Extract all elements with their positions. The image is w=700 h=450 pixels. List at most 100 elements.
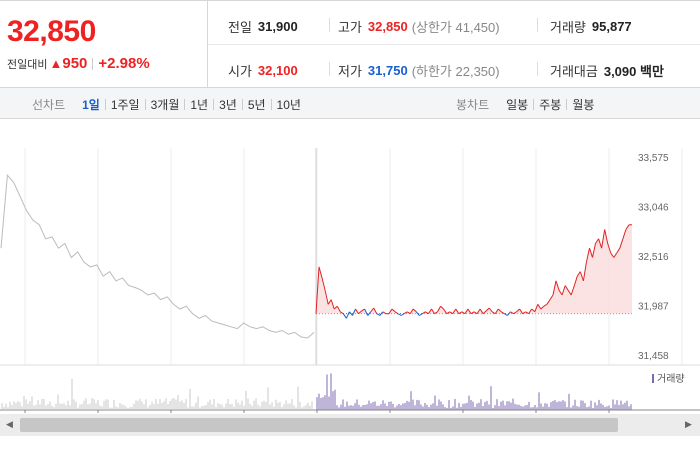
candle-separator [566,99,568,110]
y-axis-ticks: 33,575 33,046 32,516 31,987 31,458 [638,153,669,362]
today-line-segment [595,238,600,244]
period-5y[interactable]: 5년 [247,98,266,112]
today-line-segment [607,243,612,254]
stat-separator [329,18,330,32]
stock-summary: 32,850 전일대비 ▲ 950 +2.98% 전일 31,900 고가 32… [0,0,700,88]
up-triangle-icon: ▲ [49,56,63,71]
scroll-right-icon[interactable]: ▶ [685,419,692,429]
open-value: 32,100 [257,63,298,78]
today-line-segment [427,308,432,314]
today-line-segment [434,311,438,315]
period-separator [144,99,146,110]
stat-separator [537,62,538,76]
period-3y[interactable]: 3년 [219,98,237,112]
candle-weekly[interactable]: 주봉 [539,98,562,112]
today-line-segment [409,308,414,314]
today-line-segment [349,311,353,316]
today-line-segment [461,311,466,315]
today-line-segment [525,311,529,315]
today-series [315,224,632,319]
today-line-segment [345,311,350,319]
period-separator [270,99,272,110]
period-3m[interactable]: 3개월 [150,98,180,112]
today-line-segment [321,277,326,291]
today-line-segment [555,280,560,291]
today-line-segment [391,308,396,313]
today-line-segment [470,311,475,315]
today-line-segment [561,285,566,296]
today-line-segment [485,307,490,312]
chart-scrollbar[interactable]: ◀ ▶ [0,414,700,436]
today-line-segment [327,299,332,305]
today-line-segment [537,304,542,310]
scroll-thumb[interactable] [20,418,618,432]
candle-daily[interactable]: 일봉 [506,98,529,112]
open-price: 시가 32,100 [228,61,298,80]
today-line-segment [330,299,335,310]
today-line-segment [476,308,481,314]
today-line-segment [534,304,539,312]
today-line-segment [437,305,442,313]
today-line-segment [373,307,378,314]
period-1d[interactable]: 1일 [82,98,100,112]
volume: 거래량 95,877 [550,17,632,36]
trade-amount: 거래대금 3,090 백만 [550,61,664,80]
today-line-segment [315,266,320,314]
volume-legend-swatch [652,374,654,383]
today-line-segment [491,311,496,315]
today-line-segment [564,285,569,291]
candle-separator [533,99,535,110]
lower-limit: (하한가 22,350) [411,64,500,79]
today-line-segment [333,305,338,310]
today-line-segment [342,313,347,319]
volume-chart: 거래량 [0,373,700,413]
prev-close-value: 31,900 [257,19,298,34]
today-line-segment [394,311,399,315]
today-line-segment [425,311,429,315]
prev-close-label: 전일 [228,20,252,35]
today-line-segment [482,310,487,315]
change-row: 전일대비 ▲ 950 +2.98% [7,55,150,72]
chart-toolbar: 선차트 1일 1주일 3개월 1년 3년 5년 10년 봉차트 일봉 주봉 월봉 [0,88,700,119]
y-tick-label: 32,516 [638,252,669,263]
today-line-segment [543,303,548,307]
scroll-left-icon[interactable]: ◀ [6,419,13,429]
today-line-segment [464,308,469,314]
today-line-segment [440,305,444,310]
upper-limit: (상한가 41,450) [411,20,500,35]
candle-monthly[interactable]: 월봉 [572,98,595,112]
period-separator [104,99,106,110]
today-line-segment [340,311,344,315]
today-line-segment [397,313,402,316]
period-1y[interactable]: 1년 [190,98,209,112]
today-line-segment [576,271,581,277]
period-separator [213,99,215,110]
today-line-segment [403,311,408,315]
price-box: 32,850 전일대비 ▲ 950 +2.98% [0,1,208,88]
today-line-segment [516,308,520,313]
period-separator [241,99,243,110]
today-line-segment [467,308,472,314]
today-line-segment [522,311,526,315]
stat-separator [537,18,538,32]
y-tick-label: 31,458 [638,351,669,362]
line-chart-periods: 선차트 1일 1주일 3개월 1년 3년 5년 10년 [32,96,306,113]
today-line-segment [431,308,435,314]
today-line-segment [585,248,590,263]
today-line-segment [406,311,411,315]
today-line-segment [598,238,603,249]
y-tick-label: 33,575 [638,153,669,164]
price-chart-svg: 33,575 33,046 32,516 31,987 31,458 거래량 [0,148,700,413]
today-line-segment [513,311,517,315]
stats-divider [208,44,700,45]
price-chart[interactable]: 33,575 33,046 32,516 31,987 31,458 거래량 [0,120,700,414]
today-line-segment [589,248,593,258]
period-1w[interactable]: 1주일 [110,98,140,112]
period-10y[interactable]: 10년 [276,98,301,112]
today-line-segment [318,266,323,279]
today-line-segment [549,294,554,300]
today-line-segment [510,311,514,315]
today-line-segment [625,224,630,230]
period-separator [184,99,186,110]
y-tick-label: 33,046 [638,203,669,214]
